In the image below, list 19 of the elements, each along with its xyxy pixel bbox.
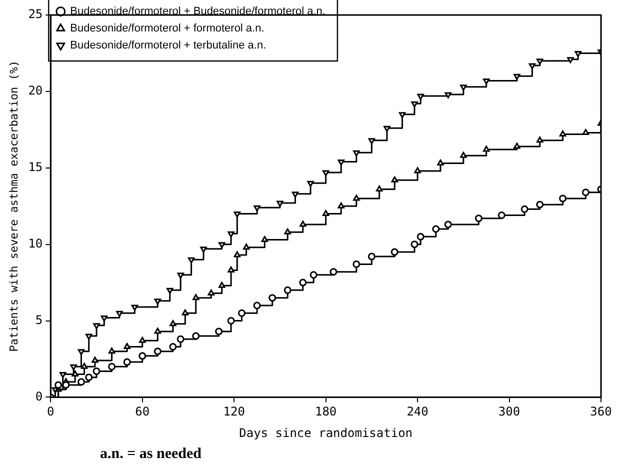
y-axis-title: Patients with severe asthma exacerbation (%) — [7, 60, 20, 352]
x-tick-label: 60 — [135, 404, 150, 419]
x-axis-title: Days since randomisation — [239, 426, 413, 440]
x-tick-label: 120 — [223, 404, 245, 419]
legend-label: Budesonide/formoterol + Budesonide/formoterol a.n. — [70, 6, 326, 18]
y-tick-label: 15 — [28, 160, 43, 174]
y-tick-label: 5 — [35, 312, 43, 327]
y-tick-label: 20 — [28, 84, 43, 98]
x-tick-label: 0 — [47, 404, 54, 419]
legend-label: Budesonide/formoterol + formoterol a.n. — [70, 22, 264, 35]
y-tick-label: 10 — [28, 236, 43, 250]
x-tick-label: 180 — [314, 404, 337, 419]
y-tick-label: 0 — [35, 389, 43, 404]
x-tick-label: 360 — [590, 404, 612, 419]
x-tick-label: 240 — [406, 404, 428, 419]
y-tick-label: 25 — [28, 7, 43, 22]
x-tick-label: 300 — [498, 404, 520, 419]
text: a.n. = as needed — [100, 446, 202, 463]
legend-label: Budesonide/formoterol + terbutaline a.n. — [70, 40, 266, 52]
